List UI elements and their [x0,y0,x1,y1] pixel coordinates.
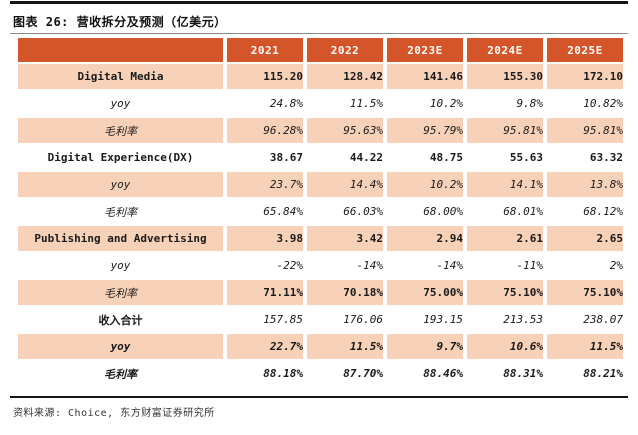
row-label-cell: 毛利率 [104,367,137,381]
value-cell: 115.20 [227,64,303,89]
value-cell: 11.5% [349,97,383,110]
row-label-cell: Publishing and Advertising [18,226,223,251]
year-header-cell: 2023E [387,38,463,62]
value-cell: 95.81% [547,118,623,143]
value-cell: 65.84% [263,205,303,218]
value-cell: 10.2% [387,172,463,197]
value-cell: 155.30 [467,64,543,89]
value-cell: -14% [436,259,464,272]
table-row: 毛利率 88.18% 87.70% 88.46% 88.31% 88.21% [18,361,623,386]
value-cell: 10.2% [429,97,463,110]
value-cell: 13.8% [547,172,623,197]
value-cell: 88.46% [423,367,463,380]
table-row: 毛利率 65.84% 66.03% 68.00% 68.01% 68.12% [18,199,623,224]
table-row: 毛利率 71.11% 70.18% 75.00% 75.10% 75.10% [18,280,623,305]
table-row: Publishing and Advertising 3.98 3.42 2.94 2.… [18,226,623,251]
value-cell: -11% [516,259,544,272]
value-cell: 66.03% [343,205,383,218]
table-row: yoy 23.7% 14.4% 10.2% 14.1% 13.8% [18,172,623,197]
year-header-cell: 2025E [547,38,623,62]
value-cell: 68.00% [423,205,463,218]
value-cell: 193.15 [423,313,463,326]
value-cell: 9.8% [516,97,544,110]
table-row: Digital Media 115.20 128.42 141.46 155.30 172… [18,64,623,89]
value-cell: 68.12% [583,205,623,218]
revenue-forecast-table: 2021 2022 2023E 2024E 2025E Digital Media 115… [14,36,627,388]
value-cell: 75.00% [387,280,463,305]
value-cell: 88.21% [583,367,623,380]
value-cell: 11.5% [547,334,623,359]
year-header-cell: 2022 [307,38,383,62]
value-cell: 10.82% [583,97,623,110]
value-cell: 24.8% [269,97,303,110]
table-row: yoy 24.8% 11.5% 10.2% 9.8% 10.82% [18,91,623,116]
value-cell: 11.5% [307,334,383,359]
table-row: Digital Experience(DX) 38.67 44.22 48.75 55.… [18,145,623,170]
value-cell: 176.06 [343,313,383,326]
value-cell: -14% [356,259,384,272]
value-cell: 213.53 [503,313,543,326]
value-cell: 75.10% [547,280,623,305]
table-row: yoy -22% -14% -14% -11% 2% [18,253,623,278]
figure-title: 图表 26: 营收拆分及预测（亿美元） [13,15,227,29]
header-corner-cell [18,38,223,62]
table-row: yoy 22.7% 11.5% 9.7% 10.6% 11.5% [18,334,623,359]
top-rule [10,1,628,4]
value-cell: 2% [609,259,623,272]
value-cell: 88.31% [503,367,543,380]
value-cell: 44.22 [349,151,383,164]
source-note: 资料来源: Choice, 东方财富证券研究所 [13,408,215,419]
value-cell: 95.81% [467,118,543,143]
value-cell: 95.63% [307,118,383,143]
value-cell: 71.11% [227,280,303,305]
value-cell: 10.6% [467,334,543,359]
row-label-cell: 毛利率 [18,118,223,143]
value-cell: 88.18% [263,367,303,380]
year-header-cell: 2021 [227,38,303,62]
row-label-cell: yoy [110,97,131,110]
value-cell: 70.18% [307,280,383,305]
table-row: 毛利率 96.28% 95.63% 95.79% 95.81% 95.81% [18,118,623,143]
value-cell: 2.65 [547,226,623,251]
table-header-row: 2021 2022 2023E 2024E 2025E [18,38,623,62]
value-cell: 68.01% [503,205,543,218]
value-cell: 63.32 [589,151,623,164]
row-label-cell: 收入合计 [98,313,143,327]
row-label-cell: yoy [18,172,223,197]
row-label-cell: yoy [18,334,223,359]
row-label-cell: 毛利率 [104,205,137,219]
value-cell: 141.46 [387,64,463,89]
row-label-cell: yoy [110,259,131,272]
value-cell: -22% [276,259,304,272]
title-divider-rule [10,33,628,34]
value-cell: 3.42 [307,226,383,251]
value-cell: 95.79% [387,118,463,143]
revenue-table-wrap: 2021 2022 2023E 2024E 2025E Digital Media 115… [14,36,627,388]
value-cell: 14.1% [467,172,543,197]
value-cell: 38.67 [269,151,303,164]
value-cell: 22.7% [227,334,303,359]
value-cell: 9.7% [387,334,463,359]
row-label-cell: Digital Experience(DX) [47,151,194,164]
row-label-cell: Digital Media [18,64,223,89]
value-cell: 48.75 [429,151,463,164]
value-cell: 75.10% [467,280,543,305]
value-cell: 55.63 [509,151,543,164]
row-label-cell: 毛利率 [18,280,223,305]
value-cell: 2.61 [467,226,543,251]
value-cell: 3.98 [227,226,303,251]
value-cell: 87.70% [343,367,383,380]
value-cell: 172.10 [547,64,623,89]
year-header-cell: 2024E [467,38,543,62]
value-cell: 96.28% [227,118,303,143]
value-cell: 2.94 [387,226,463,251]
value-cell: 128.42 [307,64,383,89]
value-cell: 238.07 [583,313,623,326]
table-row: 收入合计 157.85 176.06 193.15 213.53 238.07 [18,307,624,332]
value-cell: 23.7% [227,172,303,197]
value-cell: 157.85 [263,313,303,326]
bottom-rule [10,396,628,398]
value-cell: 14.4% [307,172,383,197]
